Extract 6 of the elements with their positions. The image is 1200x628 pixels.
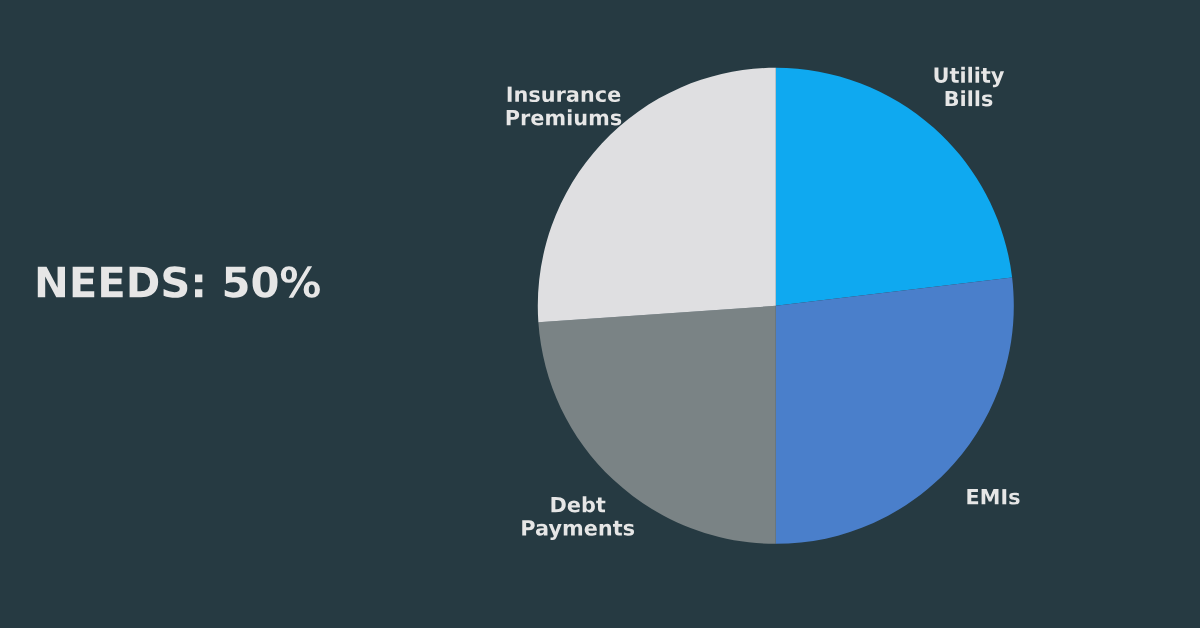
slice-label: Insurance Premiums [506,86,622,126]
text: NEEDS: 50% [37,266,320,298]
slice-label: Utility Bills [934,66,1005,107]
pie-slice [775,67,1013,306]
slice-label: EMIs [967,489,1020,505]
slice-label: Debt Payments [522,496,635,540]
